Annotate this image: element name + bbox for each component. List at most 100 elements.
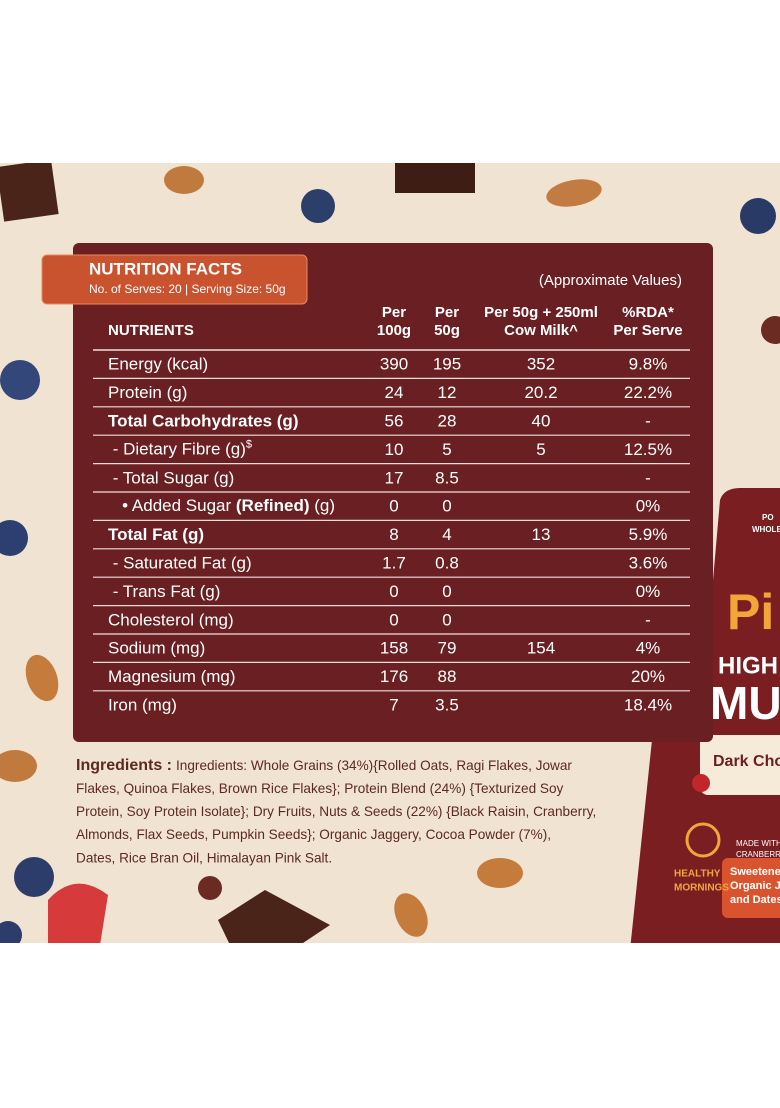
nutrient-value: 158 (380, 639, 408, 658)
nutrient-value: 5 (536, 440, 545, 459)
label-part: (Refined) (236, 497, 310, 516)
nutrient-label: - Dietary Fibre (g)$ (108, 438, 252, 459)
blueberry (0, 520, 28, 556)
label-part: • Added Sugar (108, 497, 236, 516)
pouch-panel (715, 580, 780, 650)
nutrient-value: 8 (389, 525, 398, 544)
column-header: %RDA* (622, 304, 674, 321)
cranberry (761, 316, 780, 344)
blueberry (0, 921, 22, 943)
header-tab (41, 254, 308, 305)
almond (394, 893, 428, 937)
nutrient-value: 3.6% (629, 553, 668, 572)
pouch-label (700, 735, 780, 795)
column-header: Per (382, 304, 406, 321)
column-header: 100g (377, 322, 411, 339)
nutrient-value: 176 (380, 667, 408, 686)
chocolate (0, 163, 59, 222)
panel-title: NUTRITION FACTS (89, 259, 242, 278)
ingredients-line: Dates, Rice Bran Oil, Himalayan Pink Sal… (76, 850, 332, 865)
label-part: $ (246, 438, 252, 450)
nutrient-value: 0 (442, 582, 451, 601)
nutrient-value: 4% (636, 639, 661, 658)
nutrient-value: 4 (442, 525, 451, 544)
almond (0, 750, 37, 782)
nutrient-value: 28 (438, 411, 457, 430)
almond (546, 179, 602, 207)
pouch-tag: HEALTHY (674, 869, 721, 880)
pouch-sweetened: and Dates (730, 894, 780, 906)
nutrient-value: 17 (385, 468, 404, 487)
nutrient-value: 18.4% (624, 695, 672, 714)
chocolate (218, 890, 330, 943)
approx-note: (Approximate Values) (539, 272, 682, 289)
nutrient-label: Magnesium (mg) (108, 667, 236, 686)
nutrient-label: - Total Sugar (g) (108, 468, 234, 487)
ingredients-heading: Ingredients : (76, 757, 172, 774)
almond (25, 654, 59, 702)
nutrient-value: 3.5 (435, 695, 459, 714)
pouch-top: WHOLE (752, 525, 780, 534)
pouch-sweetened: Sweetened (730, 866, 780, 878)
column-header: Cow Milk^ (504, 322, 578, 339)
pouch-line1: HIGH (718, 652, 778, 679)
nutrient-label: Protein (g) (108, 383, 187, 402)
nutrient-label: Energy (kcal) (108, 355, 208, 374)
nutrient-value: 0 (389, 497, 398, 516)
nutrient-label: - Trans Fat (g) (108, 582, 220, 601)
label-part: - Dietary Fibre (g) (108, 440, 246, 459)
ingredients: Ingredients : Ingredients: Whole Grains (… (76, 757, 596, 865)
spacer-free: Ingredients: Whole Grains (34%){Rolled O… (176, 758, 572, 773)
cranberry (692, 774, 710, 792)
nutrient-value: 24 (385, 383, 404, 402)
nutrient-label: Total Carbohydrates (g) (108, 411, 298, 430)
nutrient-value: - (645, 411, 651, 430)
ingredients-line: Almonds, Flax Seeds, Pumpkin Seeds}; Org… (76, 827, 551, 842)
blueberry (14, 857, 54, 897)
nutrient-value: 352 (527, 355, 555, 374)
nutrient-value: - (645, 468, 651, 487)
sun-icon (685, 822, 721, 858)
nutrient-value: 10 (385, 440, 404, 459)
nutrient-value: 0 (442, 610, 451, 629)
nutrient-value: 0 (389, 582, 398, 601)
panel-subtitle: No. of Serves: 20 | Serving Size: 50g (89, 282, 286, 296)
pouch-made-with: MADE WITH (736, 839, 780, 848)
pouch-tag: MORNINGS (674, 883, 729, 894)
blueberry (301, 189, 335, 223)
nutrient-value: 40 (532, 411, 551, 430)
nutrient-value: 195 (433, 355, 461, 374)
column-header: Per Serve (613, 322, 682, 339)
column-header: Per (435, 304, 459, 321)
blueberry (0, 360, 40, 400)
pouch-badge (722, 858, 780, 918)
nutrient-label: Total Fat (g) (108, 525, 204, 544)
nutrient-value: 8.5 (435, 468, 459, 487)
column-header: NUTRIENTS (108, 322, 194, 339)
nutrient-value: 12.5% (624, 440, 672, 459)
nutrient-value: 5.9% (629, 525, 668, 544)
pouch-flavour: Dark Cho (713, 753, 780, 770)
nutrient-value: 88 (438, 667, 457, 686)
nutrient-label: Iron (mg) (108, 695, 177, 714)
nutrient-value: 0 (442, 497, 451, 516)
nutrient-value: 0 (389, 610, 398, 629)
nutrient-value: 154 (527, 639, 555, 658)
ingredients-line: Flakes, Quinoa Flakes, Brown Rice Flakes… (76, 781, 564, 796)
nutrient-value: 20.2 (524, 383, 557, 402)
column-header: Per 50g + 250ml (484, 304, 598, 321)
nutrient-value: 9.8% (629, 355, 668, 374)
nutrient-label: - Saturated Fat (g) (108, 553, 252, 572)
nutrient-value: - (645, 610, 651, 629)
nutrient-value: 5 (442, 440, 451, 459)
ingredients-line: Protein, Soy Protein Isolate}; Dry Fruit… (76, 804, 596, 819)
cranberry (198, 876, 222, 900)
nutrient-value: 390 (380, 355, 408, 374)
ingredients-line: Ingredients : Ingredients: Whole Grains (… (76, 757, 572, 774)
chocolate (395, 163, 475, 193)
pouch-made-with: CRANBERRIE (736, 850, 780, 859)
column-header: 50g (434, 322, 460, 339)
